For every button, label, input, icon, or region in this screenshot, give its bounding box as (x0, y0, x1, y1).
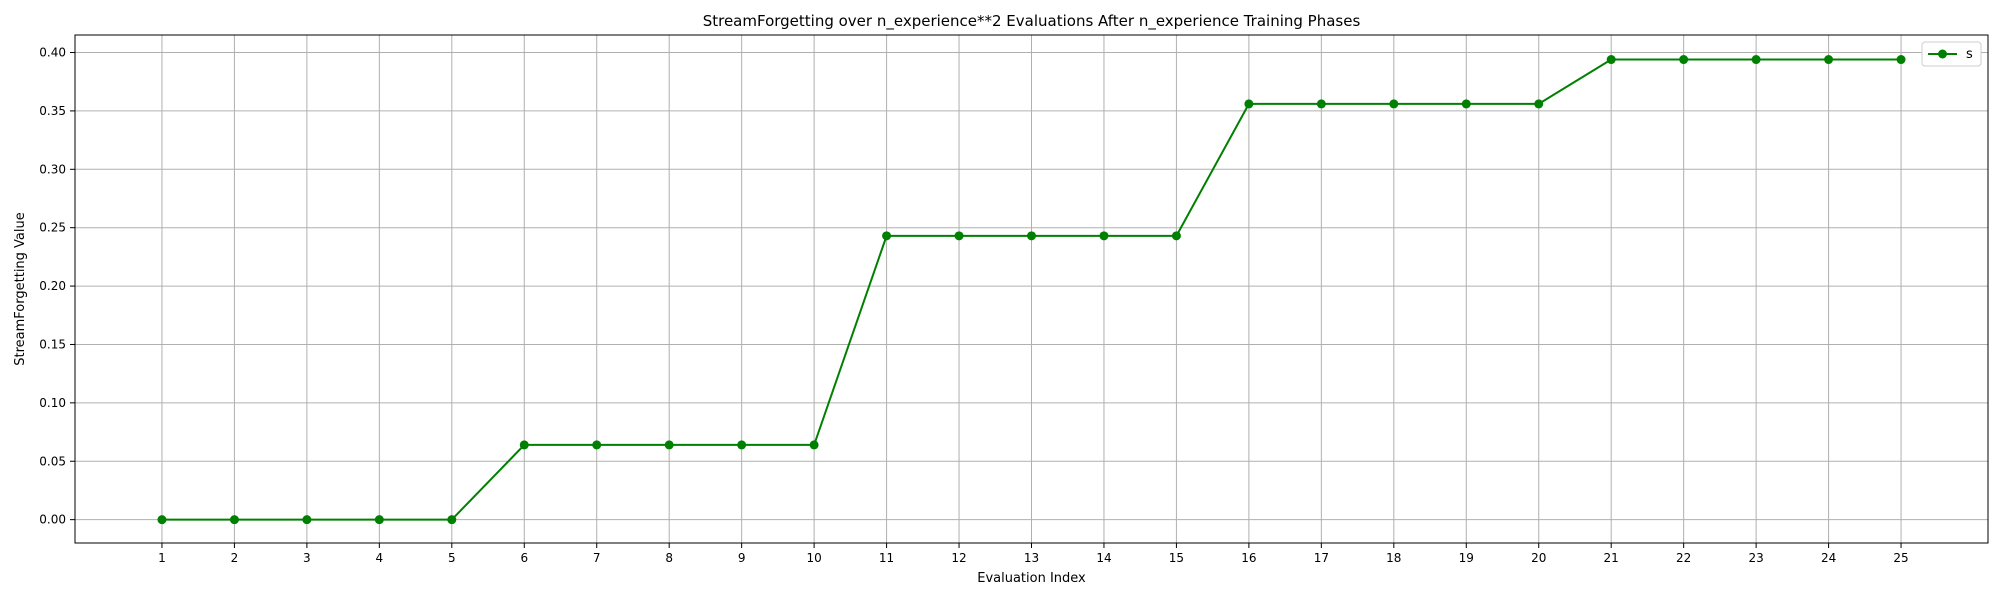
y-tick-label: 0.20 (39, 279, 66, 293)
x-tick-label: 16 (1241, 551, 1256, 565)
y-tick-label: 0.00 (39, 513, 66, 527)
data-point (954, 231, 964, 241)
x-tick-label: 8 (665, 551, 673, 565)
data-point (447, 515, 457, 525)
data-point (1027, 231, 1036, 241)
data-point (1171, 231, 1181, 241)
data-point (1824, 55, 1834, 65)
x-tick-label: 21 (1604, 551, 1619, 565)
data-point (1244, 99, 1254, 109)
y-tick-label: 0.25 (39, 221, 66, 235)
y-tick-label: 0.10 (39, 396, 66, 410)
y-tick-label: 0.40 (39, 46, 66, 60)
data-point (1606, 55, 1616, 65)
data-point (1896, 55, 1906, 65)
x-tick-label: 5 (448, 551, 456, 565)
data-point (809, 440, 819, 450)
chart-title: StreamForgetting over n_experience**2 Ev… (703, 12, 1361, 31)
x-tick-label: 12 (951, 551, 966, 565)
x-tick-label: 17 (1314, 551, 1329, 565)
legend-series-name: s (1966, 47, 1973, 62)
series-layer (157, 55, 1906, 525)
y-tick-label: 0.05 (39, 454, 66, 468)
plot-frame (74, 34, 1989, 544)
x-tick-label: 7 (593, 551, 601, 565)
x-tick-label: 25 (1893, 551, 1908, 565)
data-point (302, 515, 312, 525)
x-tick-label: 3 (303, 551, 311, 565)
x-tick-label: 6 (520, 551, 528, 565)
data-point (1461, 99, 1471, 109)
data-point (1751, 55, 1761, 65)
data-point (157, 515, 167, 525)
y-tick-label: 0.35 (39, 104, 66, 118)
data-point (1099, 231, 1109, 241)
y-tick-label: 0.15 (39, 337, 66, 351)
data-point (1316, 99, 1326, 109)
y-tick-label: 0.30 (39, 162, 66, 176)
x-tick-label: 20 (1531, 551, 1546, 565)
x-tick-label: 22 (1676, 551, 1691, 565)
grid-lines (75, 35, 1988, 543)
x-tick-label: 1 (158, 551, 166, 565)
x-tick-label: 24 (1821, 551, 1836, 565)
data-point (882, 231, 892, 241)
x-tick-label: 10 (806, 551, 821, 565)
data-point (519, 440, 529, 450)
x-tick-label: 11 (879, 551, 894, 565)
axis-ticks: 1 2 3 4 5 6 7 8 9 10 11 12 13 14 15 16 17 18 19 20 21 22 23 24 2… (39, 46, 1908, 565)
data-point (229, 515, 239, 525)
x-axis-label: Evaluation Index (977, 571, 1086, 586)
data-point (1679, 55, 1689, 65)
x-tick-label: 9 (738, 551, 746, 565)
x-tick-label: 4 (376, 551, 384, 565)
data-point (374, 515, 384, 525)
x-tick-label: 23 (1748, 551, 1763, 565)
x-tick-label: 2 (231, 551, 239, 565)
x-tick-label: 14 (1096, 551, 1111, 565)
x-tick-label: 13 (1024, 551, 1039, 565)
y-axis-label: StreamForgetting Value (13, 212, 28, 366)
data-point (1534, 99, 1544, 109)
data-point (1389, 99, 1399, 109)
x-tick-label: 15 (1169, 551, 1184, 565)
legend-marker (1938, 49, 1947, 59)
data-point (737, 440, 747, 450)
legend: s (1921, 41, 1982, 67)
x-tick-label: 19 (1459, 551, 1474, 565)
data-point (592, 440, 602, 450)
x-tick-label: 18 (1386, 551, 1401, 565)
data-point (664, 440, 674, 450)
